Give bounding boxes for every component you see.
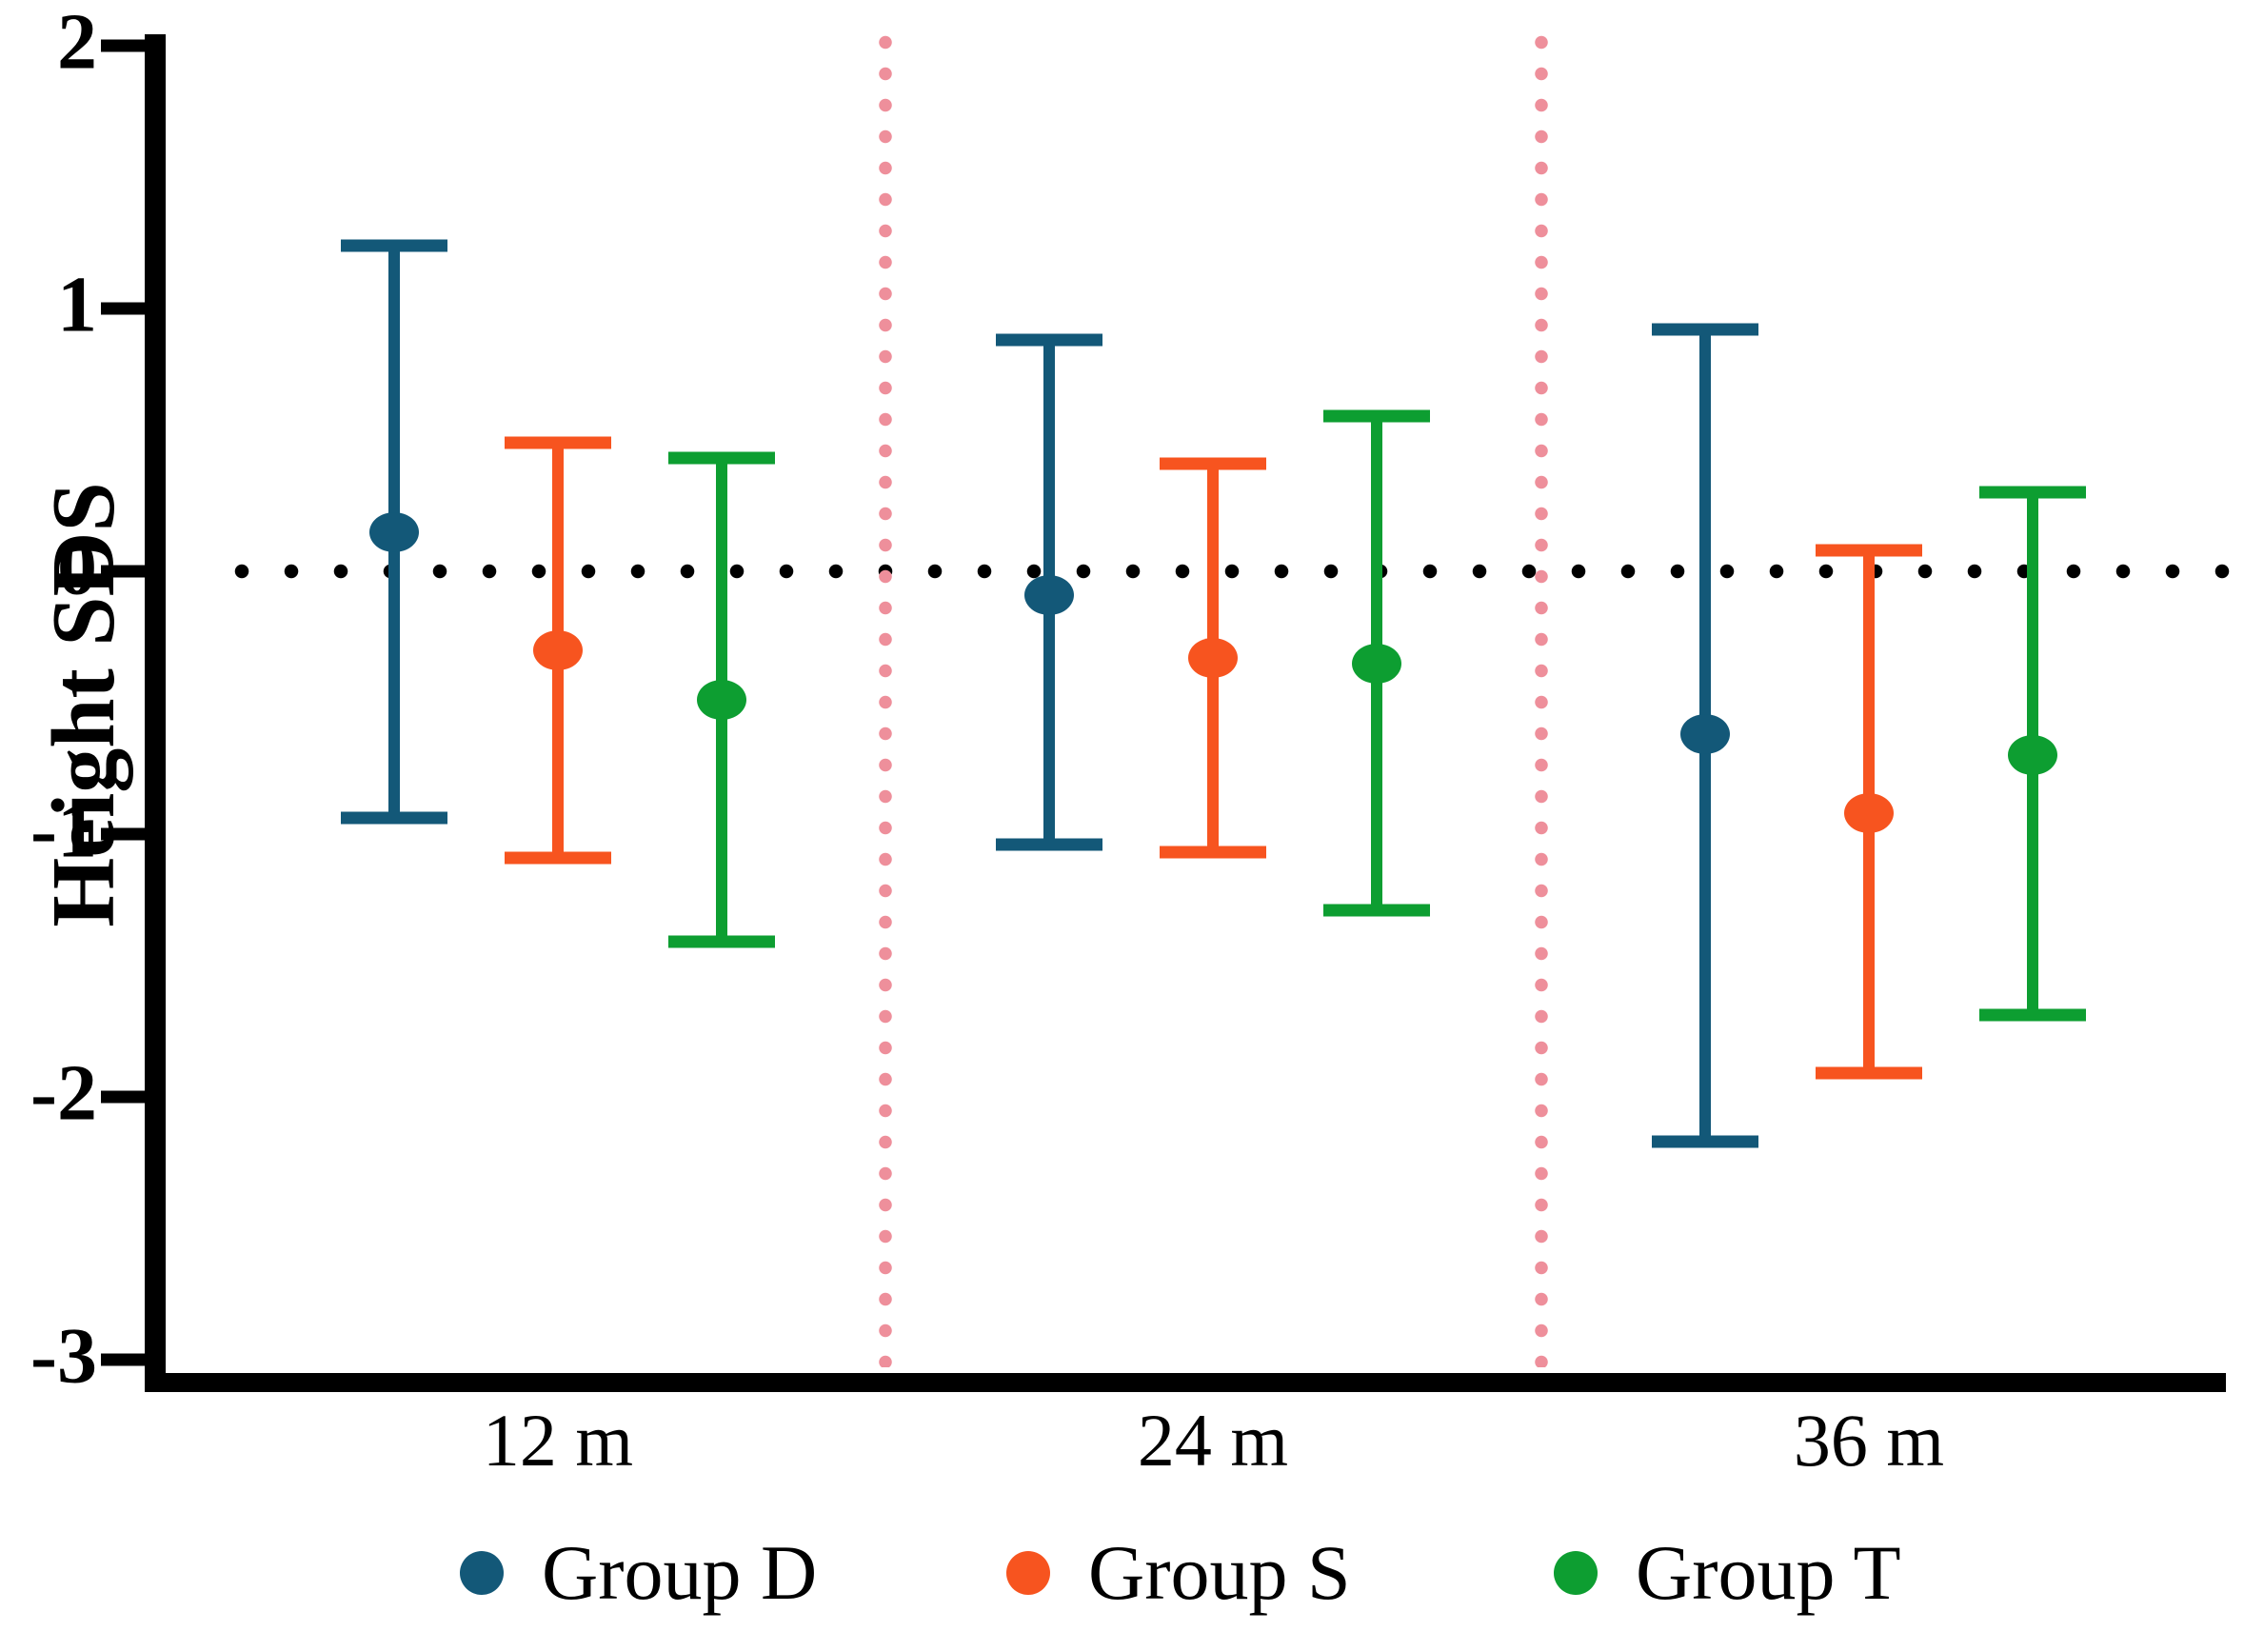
errorbar-cap-bottom <box>1323 904 1430 917</box>
y-tick-label: 2 <box>57 0 97 87</box>
legend-label: Group T <box>1636 1529 1901 1616</box>
legend-label: Group D <box>542 1529 818 1616</box>
legend-label: Group S <box>1088 1529 1351 1616</box>
errorbar-cap-bottom <box>668 935 775 948</box>
data-point-marker <box>697 680 746 721</box>
legend-item: Group T <box>1554 1523 1901 1622</box>
data-point-marker <box>1680 714 1730 755</box>
legend-marker <box>1006 1551 1050 1595</box>
legend-item: Group S <box>1006 1523 1351 1622</box>
y-tick-label: 1 <box>57 260 97 349</box>
y-tick <box>101 1090 147 1104</box>
x-category-label: 24 m <box>1137 1399 1289 1482</box>
data-point-marker <box>533 629 583 670</box>
errorbar-cap-top <box>1160 457 1266 470</box>
legend-marker <box>1554 1551 1598 1595</box>
errorbar-cap-bottom <box>996 838 1102 851</box>
y-tick-label: -1 <box>30 786 97 875</box>
y-tick <box>101 565 147 578</box>
errorbar-cap-bottom <box>1160 846 1266 859</box>
y-tick-label: 0 <box>57 523 97 612</box>
errorbar-cap-top <box>668 451 775 465</box>
y-tick-label: -2 <box>30 1048 97 1138</box>
y-axis-title: Height SDS <box>34 482 133 927</box>
y-tick <box>101 1353 147 1366</box>
errorbar-cap-top <box>1816 544 1922 557</box>
data-point-marker <box>1024 574 1074 615</box>
y-axis-line <box>145 34 166 1392</box>
errorbar-cap-top <box>1979 486 2086 499</box>
data-point-marker <box>1188 638 1238 679</box>
errorbar-cap-top <box>1652 323 1758 336</box>
y-tick <box>101 302 147 315</box>
errorbar-cap-top <box>1323 409 1430 423</box>
errorbar-cap-top <box>341 239 447 252</box>
data-point-marker <box>2008 735 2057 776</box>
group-separator-line <box>1534 27 1548 1367</box>
errorbar-cap-top <box>996 333 1102 347</box>
errorbar-cap-top <box>505 436 611 449</box>
errorbar-cap-bottom <box>505 851 611 865</box>
y-tick <box>101 39 147 52</box>
errorbar-cap-bottom <box>341 811 447 825</box>
zero-reference-line <box>217 564 2232 579</box>
x-axis-line <box>145 1373 2226 1392</box>
legend-marker <box>460 1551 504 1595</box>
data-point-marker <box>369 511 419 552</box>
errorbar-cap-bottom <box>1816 1066 1922 1080</box>
group-separator-line <box>879 27 892 1367</box>
y-tick <box>101 827 147 841</box>
y-tick-label: -3 <box>30 1311 97 1401</box>
legend-item: Group D <box>460 1523 817 1622</box>
data-point-marker <box>1352 643 1401 684</box>
errorbar-cap-bottom <box>1652 1135 1758 1148</box>
data-point-marker <box>1844 792 1894 833</box>
x-category-label: 36 m <box>1793 1399 1945 1482</box>
errorbar-cap-bottom <box>1979 1008 2086 1022</box>
x-category-label: 12 m <box>482 1399 634 1482</box>
